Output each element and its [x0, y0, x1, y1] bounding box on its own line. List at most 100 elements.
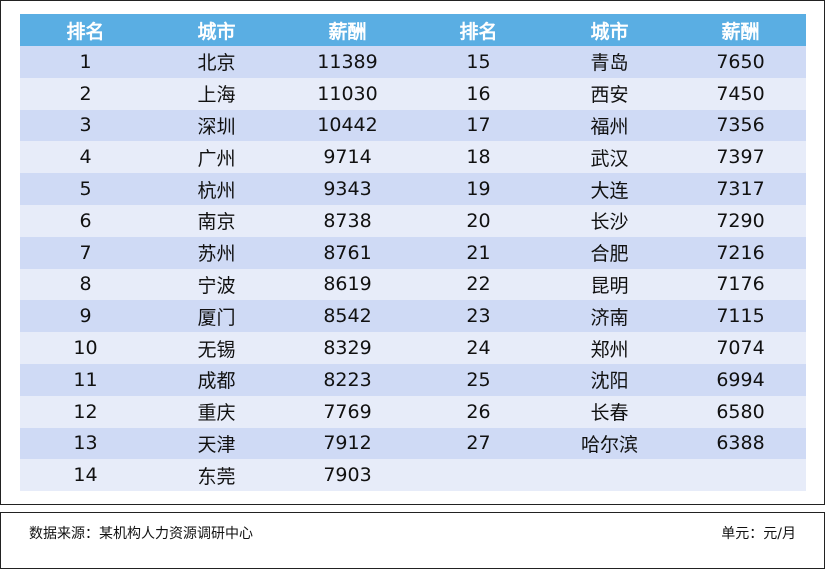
- rank-cell: 23: [413, 300, 544, 333]
- city-cell: 苏州: [151, 236, 282, 269]
- city-cell: 上海: [151, 77, 282, 110]
- city-cell: 哈尔滨: [544, 427, 675, 460]
- table-row: 6 南京 8738 20 长沙 7290: [20, 204, 806, 237]
- rank-cell: 11: [20, 363, 151, 396]
- header-city-left: 城市: [151, 14, 282, 46]
- salary-cell: 7903: [282, 459, 413, 492]
- table-row: 10 无锡 8329 24 郑州 7074: [20, 332, 806, 364]
- salary-cell: 8329: [282, 332, 413, 364]
- salary-cell: 7115: [675, 300, 806, 333]
- rank-cell: 17: [413, 109, 544, 142]
- city-cell: 天津: [151, 427, 282, 460]
- city-cell: 成都: [151, 363, 282, 396]
- salary-cell: 7650: [675, 46, 806, 78]
- rank-cell: 9: [20, 300, 151, 333]
- rank-cell: 3: [20, 109, 151, 142]
- rank-cell: 26: [413, 395, 544, 428]
- salary-cell: 6580: [675, 395, 806, 428]
- rank-cell: 13: [20, 427, 151, 460]
- salary-cell: 9714: [282, 141, 413, 174]
- rank-cell: 21: [413, 236, 544, 269]
- rank-cell: 18: [413, 141, 544, 174]
- rank-cell: 2: [20, 77, 151, 110]
- table-row: 8 宁波 8619 22 昆明 7176: [20, 268, 806, 301]
- salary-cell: 6388: [675, 427, 806, 460]
- city-cell: 杭州: [151, 173, 282, 205]
- rank-cell: 27: [413, 427, 544, 460]
- salary-cell: 8542: [282, 300, 413, 333]
- rank-cell: 14: [20, 459, 151, 492]
- city-cell: 大连: [544, 173, 675, 205]
- salary-cell: 7290: [675, 204, 806, 237]
- salary-cell: [675, 459, 806, 492]
- rank-cell: 25: [413, 363, 544, 396]
- city-cell: [544, 459, 675, 492]
- rank-cell: [413, 459, 544, 492]
- rank-cell: 12: [20, 395, 151, 428]
- city-cell: 合肥: [544, 236, 675, 269]
- city-cell: 西安: [544, 77, 675, 110]
- salary-cell: 7317: [675, 173, 806, 205]
- city-cell: 青岛: [544, 46, 675, 78]
- salary-cell: 8223: [282, 363, 413, 396]
- data-source-note: 数据来源：某机构人力资源调研中心: [29, 526, 253, 542]
- rank-cell: 16: [413, 77, 544, 110]
- table-row: 9 厦门 8542 23 济南 7115: [20, 300, 806, 333]
- rank-cell: 19: [413, 173, 544, 205]
- salary-table: 排名 城市 薪酬 排名 城市 薪酬 1 北京 11389 15 青岛 7650 2 上海 110…: [20, 14, 806, 492]
- table-row: 3 深圳 10442 17 福州 7356: [20, 109, 806, 142]
- rank-cell: 20: [413, 204, 544, 237]
- table-panel: 排名 城市 薪酬 排名 城市 薪酬 1 北京 11389 15 青岛 7650 2 上海 110…: [0, 0, 825, 505]
- city-cell: 长春: [544, 395, 675, 428]
- salary-cell: 7769: [282, 395, 413, 428]
- rank-cell: 22: [413, 268, 544, 301]
- salary-cell: 6994: [675, 363, 806, 396]
- rank-cell: 7: [20, 236, 151, 269]
- salary-cell: 8619: [282, 268, 413, 301]
- city-cell: 武汉: [544, 141, 675, 174]
- table-row: 2 上海 11030 16 西安 7450: [20, 77, 806, 110]
- city-cell: 福州: [544, 109, 675, 142]
- table-body: 1 北京 11389 15 青岛 7650 2 上海 11030 16 西安 7450 3 深圳 10442…: [20, 46, 806, 492]
- city-cell: 东莞: [151, 459, 282, 492]
- table-row: 12 重庆 7769 26 长春 6580: [20, 395, 806, 428]
- salary-cell: 9343: [282, 173, 413, 205]
- city-cell: 南京: [151, 204, 282, 237]
- city-cell: 无锡: [151, 332, 282, 364]
- header-city-right: 城市: [544, 14, 675, 46]
- salary-cell: 7912: [282, 427, 413, 460]
- city-cell: 沈阳: [544, 363, 675, 396]
- city-cell: 长沙: [544, 204, 675, 237]
- rank-cell: 4: [20, 141, 151, 174]
- table-row: 14 东莞 7903: [20, 459, 806, 492]
- salary-cell: 7450: [675, 77, 806, 110]
- salary-cell: 7074: [675, 332, 806, 364]
- table-row: 4 广州 9714 18 武汉 7397: [20, 141, 806, 174]
- table-row: 13 天津 7912 27 哈尔滨 6388: [20, 427, 806, 460]
- rank-cell: 24: [413, 332, 544, 364]
- table-header-row: 排名 城市 薪酬 排名 城市 薪酬: [20, 14, 806, 46]
- rank-cell: 10: [20, 332, 151, 364]
- city-cell: 重庆: [151, 395, 282, 428]
- city-cell: 厦门: [151, 300, 282, 333]
- header-rank-right: 排名: [413, 14, 544, 46]
- salary-cell: 11389: [282, 46, 413, 78]
- salary-cell: 11030: [282, 77, 413, 110]
- footer-panel: 数据来源：某机构人力资源调研中心 单元：元/月: [0, 512, 825, 569]
- salary-cell: 8761: [282, 236, 413, 269]
- table-row: 11 成都 8223 25 沈阳 6994: [20, 363, 806, 396]
- salary-cell: 8738: [282, 204, 413, 237]
- city-cell: 宁波: [151, 268, 282, 301]
- rank-cell: 5: [20, 173, 151, 205]
- city-cell: 昆明: [544, 268, 675, 301]
- city-cell: 深圳: [151, 109, 282, 142]
- header-salary-right: 薪酬: [675, 14, 806, 46]
- salary-cell: 7356: [675, 109, 806, 142]
- table-row: 1 北京 11389 15 青岛 7650: [20, 46, 806, 78]
- unit-note: 单元：元/月: [721, 526, 796, 542]
- header-salary-left: 薪酬: [282, 14, 413, 46]
- rank-cell: 6: [20, 204, 151, 237]
- rank-cell: 15: [413, 46, 544, 78]
- rank-cell: 1: [20, 46, 151, 78]
- table-row: 5 杭州 9343 19 大连 7317: [20, 173, 806, 205]
